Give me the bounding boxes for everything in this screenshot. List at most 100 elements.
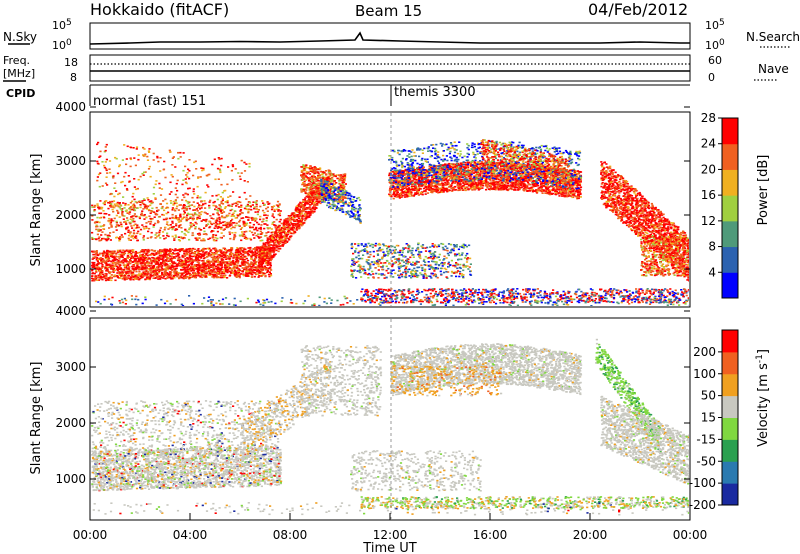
scatter-cell bbox=[258, 258, 261, 261]
scatter-cell bbox=[313, 196, 317, 198]
scatter-cell bbox=[217, 264, 220, 267]
scatter-cell bbox=[179, 258, 182, 261]
scatter-cell bbox=[344, 183, 347, 185]
scatter-cell bbox=[229, 271, 232, 273]
scatter-cell bbox=[265, 232, 268, 234]
scatter-cell bbox=[100, 234, 103, 236]
scatter-cell bbox=[180, 263, 183, 265]
scatter-cell bbox=[138, 251, 141, 254]
scatter-cell bbox=[175, 202, 178, 205]
scatter-cell bbox=[129, 260, 132, 262]
scatter-cell bbox=[102, 255, 105, 257]
scatter-cell bbox=[133, 178, 136, 180]
scatter-cell bbox=[135, 278, 139, 280]
scatter-cell bbox=[127, 175, 130, 177]
scatter-cell bbox=[182, 169, 185, 172]
scatter-cell bbox=[200, 200, 203, 202]
scatter-cell bbox=[268, 275, 271, 278]
scatter-cell bbox=[137, 257, 140, 259]
scatter-cell bbox=[131, 208, 134, 211]
scatter-cell bbox=[125, 163, 128, 166]
scatter-cell bbox=[160, 276, 163, 279]
scatter-cell bbox=[186, 268, 189, 271]
scatter-cell bbox=[196, 258, 199, 260]
scatter-cell bbox=[321, 173, 324, 176]
scatter-cell bbox=[211, 276, 214, 278]
scatter-cell bbox=[124, 222, 128, 224]
scatter-cell bbox=[238, 272, 241, 274]
scatter-cell bbox=[244, 271, 248, 274]
scatter-cell bbox=[120, 260, 123, 262]
scatter-cell bbox=[157, 251, 160, 254]
scatter-cell bbox=[183, 268, 186, 270]
scatter-cell bbox=[242, 262, 245, 264]
scatter-cell bbox=[220, 258, 223, 261]
scatter-cell bbox=[229, 251, 233, 253]
scatter-cell bbox=[182, 249, 185, 252]
scatter-cell bbox=[124, 276, 127, 278]
scatter-cell bbox=[301, 179, 304, 181]
scatter-cell bbox=[341, 183, 344, 186]
scatter-cell bbox=[245, 222, 249, 225]
scatter-cell bbox=[127, 237, 130, 240]
scatter-cell bbox=[193, 273, 196, 276]
scatter-cell bbox=[304, 201, 307, 204]
scatter-cell bbox=[97, 276, 100, 279]
scatter-cell bbox=[142, 174, 145, 176]
scatter-cell bbox=[235, 272, 238, 275]
scatter-cell bbox=[261, 267, 264, 270]
scatter-cell bbox=[185, 248, 188, 250]
scatter-cell bbox=[119, 221, 122, 224]
scatter-cell bbox=[273, 246, 276, 249]
scatter-cell bbox=[124, 210, 127, 212]
scatter-cell bbox=[180, 237, 183, 239]
scatter-cell bbox=[327, 199, 330, 202]
scatter-cell bbox=[216, 272, 219, 274]
scatter-cell bbox=[120, 209, 123, 212]
scatter-cell bbox=[243, 231, 246, 233]
scatter-cell bbox=[210, 222, 213, 225]
scatter-cell bbox=[110, 274, 113, 276]
scatter-cell bbox=[263, 235, 267, 237]
scatter-cell bbox=[186, 273, 189, 275]
scatter-cell bbox=[101, 206, 104, 209]
scatter-cell bbox=[108, 271, 111, 274]
scatter-cell bbox=[309, 210, 312, 213]
scatter-cell bbox=[191, 213, 194, 216]
scatter-cell bbox=[110, 268, 113, 270]
scatter-cell bbox=[248, 264, 251, 267]
scatter-cell bbox=[99, 274, 102, 277]
scatter-cell bbox=[275, 228, 278, 230]
scatter-cell bbox=[173, 273, 176, 275]
scatter-cell bbox=[268, 251, 271, 254]
scatter-cell bbox=[204, 191, 207, 194]
scatter-cell bbox=[237, 254, 240, 256]
scatter-cell bbox=[206, 213, 209, 215]
scatter-cell bbox=[98, 221, 101, 224]
scatter-cell bbox=[276, 246, 279, 249]
scatter-cell bbox=[179, 264, 182, 266]
scatter-cell bbox=[180, 218, 184, 220]
scatter-cell bbox=[294, 225, 297, 227]
scatter-cell bbox=[212, 265, 215, 268]
scatter-cell bbox=[189, 224, 192, 226]
scatter-cell bbox=[136, 265, 139, 267]
scatter-cell bbox=[215, 256, 218, 259]
scatter-cell bbox=[192, 209, 195, 211]
scatter-cell bbox=[209, 274, 212, 276]
scatter-cell bbox=[302, 210, 305, 212]
scatter-cell bbox=[163, 273, 166, 276]
scatter-cell bbox=[247, 251, 250, 253]
scatter-cell bbox=[174, 229, 177, 231]
scatter-cell bbox=[197, 248, 200, 250]
scatter-cell bbox=[122, 261, 125, 264]
scatter-cell bbox=[252, 262, 255, 265]
scatter-cell bbox=[127, 263, 130, 265]
scatter-cell bbox=[92, 278, 95, 280]
scatter-cell bbox=[107, 217, 111, 220]
scatter-cell bbox=[124, 202, 127, 205]
scatter-cell bbox=[315, 180, 318, 182]
scatter-cell bbox=[230, 262, 233, 265]
scatter-cell bbox=[207, 274, 210, 276]
scatter-cell bbox=[156, 156, 159, 159]
